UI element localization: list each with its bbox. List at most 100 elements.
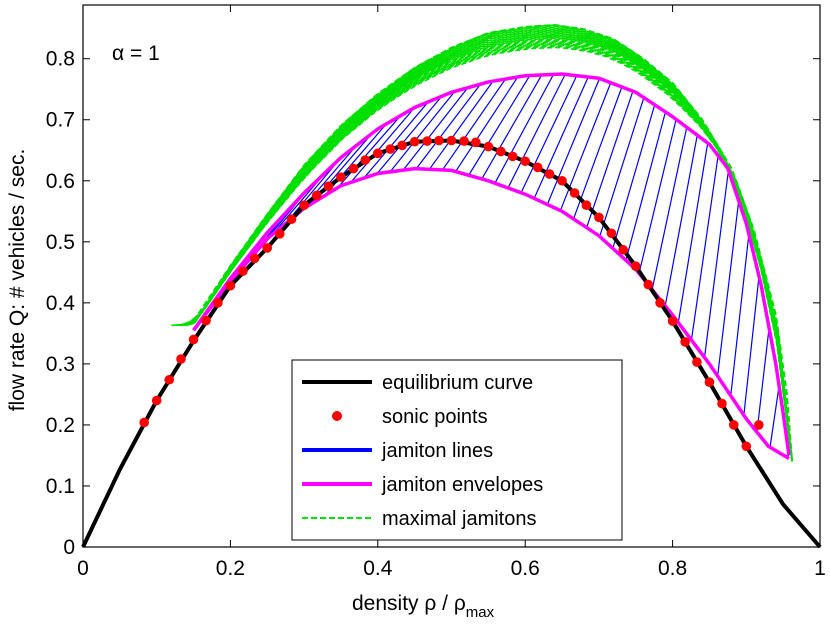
sonic-point bbox=[581, 200, 592, 210]
jamiton-line bbox=[546, 78, 601, 205]
x-tick-label: 0.6 bbox=[511, 557, 540, 580]
jamiton-line bbox=[664, 134, 698, 307]
legend-label: jamiton lines bbox=[381, 440, 493, 462]
sonic-point bbox=[704, 377, 715, 388]
jamiton-line bbox=[415, 83, 481, 170]
jamiton-line bbox=[717, 200, 740, 377]
y-tick-label: 0.2 bbox=[46, 414, 75, 437]
plot-frame bbox=[82, 4, 821, 548]
jamiton-line bbox=[533, 76, 589, 199]
sonic-point bbox=[139, 417, 149, 428]
jamiton-line bbox=[572, 86, 623, 220]
sonic-point bbox=[348, 163, 359, 174]
jamiton-line bbox=[586, 91, 634, 228]
sonic-point bbox=[520, 156, 530, 167]
y-tick-label: 0.1 bbox=[46, 475, 75, 498]
jamiton-line bbox=[520, 75, 578, 193]
sonic-point bbox=[496, 146, 506, 157]
x-tick-label: 0.4 bbox=[363, 557, 393, 580]
y-tick-label: 0.5 bbox=[46, 231, 75, 254]
sonic-point bbox=[630, 261, 641, 272]
sonic-point bbox=[238, 266, 248, 276]
legend-entry: jamiton envelopes bbox=[302, 474, 543, 496]
sonic-point bbox=[274, 229, 285, 239]
x-tick-label: 0 bbox=[77, 557, 89, 580]
y-tick-label: 0.8 bbox=[46, 48, 75, 71]
x-tick-labels: 0 0.2 0.4 0.6 0.8 1 bbox=[77, 557, 826, 580]
sonic-point bbox=[434, 135, 444, 146]
jamiton-line bbox=[638, 119, 677, 274]
legend: equilibrium curve sonic points jamiton lin… bbox=[291, 359, 623, 541]
jamiton-line bbox=[730, 234, 750, 396]
jamiton-line bbox=[690, 155, 719, 341]
sonic-point bbox=[507, 151, 518, 162]
x-axis-title: density ρ / ρmax bbox=[352, 592, 495, 621]
sonic-point bbox=[164, 374, 175, 385]
sonic-point bbox=[471, 137, 481, 148]
jamiton-line bbox=[599, 97, 645, 237]
jamiton-line bbox=[651, 127, 688, 290]
legend-entries: equilibrium curve sonic points jamiton lin… bbox=[302, 372, 543, 530]
jamiton-line bbox=[743, 276, 760, 416]
maximal-jamiton-outer bbox=[192, 23, 794, 462]
x-axis-title-main: density ρ / ρ bbox=[352, 592, 466, 615]
jamiton-line bbox=[703, 170, 730, 358]
sonic-point bbox=[262, 243, 273, 253]
x-axis-title-sub: max bbox=[466, 604, 495, 621]
y-tick-label: 0 bbox=[63, 536, 75, 559]
x-tick-label: 1 bbox=[814, 557, 826, 580]
sonic-point bbox=[188, 334, 199, 345]
sonic-point bbox=[249, 253, 260, 264]
sonic-point bbox=[728, 420, 739, 430]
sonic-point bbox=[741, 441, 752, 452]
sonic-point bbox=[667, 316, 678, 326]
jamiton-line bbox=[677, 142, 709, 323]
sonic-point bbox=[176, 354, 186, 364]
legend-swatch bbox=[332, 411, 342, 421]
sonic-point bbox=[373, 148, 383, 159]
y-tick-label: 0.6 bbox=[46, 170, 75, 193]
sonic-point bbox=[692, 357, 702, 367]
jamiton-line bbox=[455, 76, 519, 172]
jamiton-line bbox=[769, 385, 780, 448]
y-tick-label: 0.7 bbox=[46, 109, 75, 132]
axis-ticks bbox=[82, 5, 821, 548]
legend-label: sonic points bbox=[382, 406, 488, 428]
sonic-point bbox=[717, 398, 727, 409]
y-tick-label: 0.4 bbox=[46, 292, 76, 315]
sonic-point bbox=[201, 315, 211, 326]
jamiton-line bbox=[481, 74, 543, 180]
sonic-point bbox=[754, 420, 764, 430]
jamiton-line bbox=[402, 87, 469, 171]
jamiton-line bbox=[625, 111, 667, 261]
y-axis-title: flow rate Q: # vehicles / sec. bbox=[6, 149, 29, 412]
legend-entry: maximal jamitons bbox=[302, 508, 536, 530]
legend-entry: jamiton lines bbox=[302, 440, 493, 462]
sonic-point bbox=[544, 169, 555, 179]
sonic-point bbox=[151, 395, 162, 406]
sonic-point bbox=[409, 136, 420, 147]
jamiton-line bbox=[507, 74, 566, 189]
sonic-point bbox=[225, 280, 236, 291]
jamiton-envelope-upper bbox=[192, 72, 791, 456]
jamiton-line bbox=[337, 115, 402, 189]
x-tick-label: 0.8 bbox=[658, 557, 687, 580]
sonic-point bbox=[385, 144, 396, 154]
jamiton-line bbox=[363, 101, 429, 179]
sonic-point bbox=[557, 175, 567, 186]
sonic-point bbox=[459, 136, 469, 146]
sonic-point bbox=[422, 136, 432, 146]
maximal-jamitons-group bbox=[171, 23, 794, 462]
sonic-point bbox=[360, 155, 371, 165]
jamiton-lines-group bbox=[206, 74, 790, 457]
sonic-point bbox=[569, 188, 580, 198]
jamiton-line bbox=[389, 90, 456, 173]
x-tick-label: 0.2 bbox=[216, 557, 245, 580]
jamiton-line bbox=[756, 327, 770, 433]
jamiton-line bbox=[559, 82, 612, 211]
sonic-point bbox=[446, 135, 457, 146]
jamiton-line bbox=[350, 107, 415, 183]
jamiton-line bbox=[441, 78, 506, 171]
sonic-points-group bbox=[139, 135, 764, 452]
